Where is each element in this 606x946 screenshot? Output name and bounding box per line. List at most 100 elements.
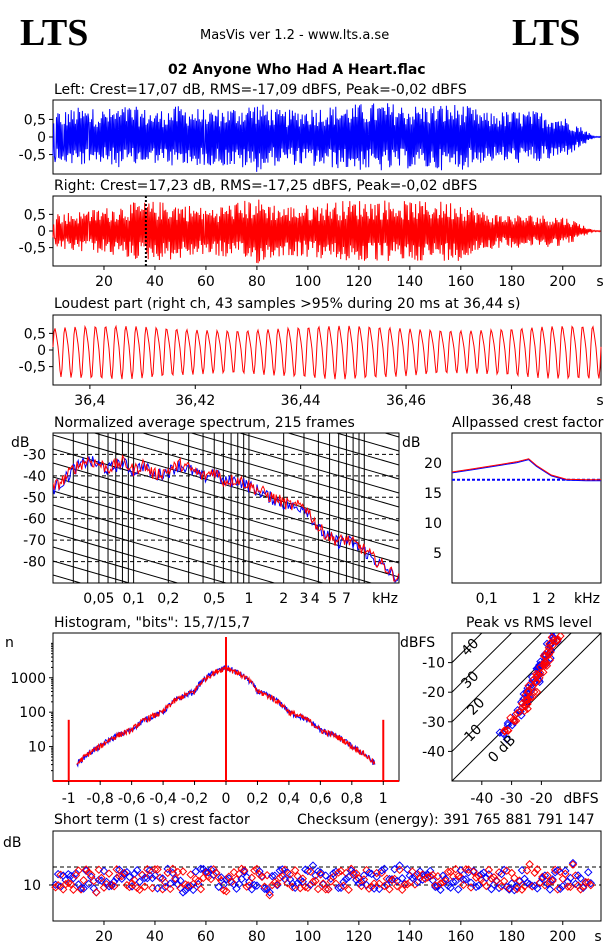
spectrum-xtick-label: 2: [279, 591, 288, 607]
short-crest-point: [390, 874, 399, 884]
short-crest-xtick-label: 140: [396, 929, 423, 945]
short-crest-point: [252, 881, 262, 890]
right-wave-title: Right: Crest=17,23 dB, RMS=-17,25 dBFS, …: [54, 178, 478, 194]
short-crest-point: [367, 882, 376, 891]
short-crest-point: [285, 870, 295, 879]
short-crest-point: [324, 885, 333, 894]
short-crest-point: [313, 884, 323, 894]
short-crest-point: [135, 885, 144, 895]
short-crest-point: [206, 865, 216, 874]
short-crest-point: [517, 866, 527, 875]
short-crest-point: [209, 865, 218, 874]
peak-rms-xtick-label: -40: [470, 791, 493, 807]
spectrum-slope-line: [286, 433, 399, 466]
short-crest-point: [290, 866, 300, 875]
short-crest-point: [576, 874, 585, 883]
short-crest-point: [66, 871, 76, 881]
short-crest-point: [484, 865, 494, 875]
spectrum-slope-line: [141, 433, 399, 508]
histogram-ytick-label: 10: [28, 740, 46, 756]
short-crest-point: [306, 867, 315, 876]
short-crest-point: [247, 873, 257, 883]
right-waveform-xtick-label: 180: [498, 274, 525, 290]
histogram-xtick-label: -1: [62, 791, 76, 807]
right-waveform-line: [52, 199, 601, 264]
peak-rms-diagonal: [452, 633, 542, 723]
allpass-left-line: [451, 459, 601, 482]
short-crest-point: [66, 879, 76, 889]
short-crest-point: [392, 881, 402, 891]
short-crest-point: [380, 864, 389, 874]
short-crest-point: [278, 872, 287, 881]
short-crest-point: [461, 874, 471, 884]
allpass-ylabel: dB: [402, 435, 421, 451]
short-crest-point: [178, 867, 188, 876]
short-crest-point: [489, 873, 499, 882]
short-crest-point: [127, 879, 137, 888]
spectrum-xtick-label: 5: [328, 591, 337, 607]
spectrum-slope-line: [53, 490, 374, 583]
peak-rms-point: [503, 718, 513, 728]
short-crest-point: [191, 867, 200, 876]
spectrum-xtick-label: kHz: [372, 591, 398, 607]
short-crest-point: [51, 883, 60, 892]
short-crest-point: [311, 876, 320, 886]
short-crest-point: [525, 860, 534, 869]
spectrum-slope-line: [189, 433, 399, 494]
short-crest-point: [188, 885, 198, 895]
short-crest-point: [178, 888, 188, 897]
short-crest-xtick-label: 160: [447, 929, 474, 945]
right-waveform-xtick-label: 140: [396, 274, 423, 290]
allpass-ytick-label: 10: [424, 516, 442, 532]
short-crest-point: [441, 874, 450, 884]
short-crest-point: [158, 884, 167, 894]
short-crest-point: [132, 865, 142, 875]
right-waveform-xtick-label: 160: [447, 274, 474, 290]
short-crest-ytick-label: 10: [23, 878, 41, 894]
short-crest-point: [252, 864, 262, 874]
short-crest-point: [143, 873, 152, 883]
peak-rms-xtick-label: dBFS: [563, 791, 598, 807]
peak-rms-frame: [451, 632, 602, 782]
short-crest-point: [339, 881, 348, 891]
short-crest-point: [196, 884, 206, 894]
peak-rms-diagonal: [452, 633, 483, 663]
short-crest-point: [548, 876, 557, 886]
short-crest-xtick-label: 60: [197, 929, 215, 945]
peak-rms-point: [533, 670, 542, 679]
histogram-ylabel: n: [5, 635, 14, 651]
short-crest-point: [446, 867, 455, 876]
short-crest-point: [474, 871, 483, 881]
short-crest-point: [173, 867, 183, 877]
right-waveform-xtick-label: 200: [549, 274, 576, 290]
histogram-xtick-label: 0: [222, 791, 231, 807]
spectrum-grid: [53, 433, 399, 583]
peak-rms-point: [502, 735, 512, 744]
peak-rms-point: [506, 713, 515, 723]
spectrum-slope-line: [238, 433, 399, 480]
short-crest-point: [403, 880, 412, 889]
right-waveform-xtick-label: 60: [197, 274, 215, 290]
short-crest-point: [459, 880, 468, 890]
spectrum-slope-line: [92, 433, 399, 522]
short-crest-point: [321, 885, 330, 894]
short-crest-point: [372, 868, 381, 878]
spectrum-ytick-label: -70: [23, 533, 46, 549]
allpass-frame: [451, 432, 602, 584]
short-crest-frame: [52, 830, 602, 922]
spectrum-xtick-label: 1: [244, 591, 253, 607]
short-crest-point: [461, 865, 471, 874]
right-waveform-xtick-label: 80: [248, 274, 266, 290]
short-crest-point: [303, 883, 313, 893]
right-waveform-xtick-label: 100: [295, 274, 322, 290]
short-crest-point: [550, 868, 560, 877]
spectrum-slope-line: [53, 532, 228, 583]
allpass-ytick-label: 5: [433, 546, 442, 562]
peak-rms-diagonal-label: 30: [458, 668, 482, 692]
spectrum-ytick-label: -40: [23, 469, 46, 485]
right-waveform-ytick-label: -0,5: [19, 241, 46, 257]
short-crest-xtick-label: 40: [146, 929, 164, 945]
spectrum-xtick-label: 0,5: [203, 591, 225, 607]
short-crest-point: [545, 885, 555, 894]
left-waveform-ytick-label: 0,5: [24, 112, 46, 128]
